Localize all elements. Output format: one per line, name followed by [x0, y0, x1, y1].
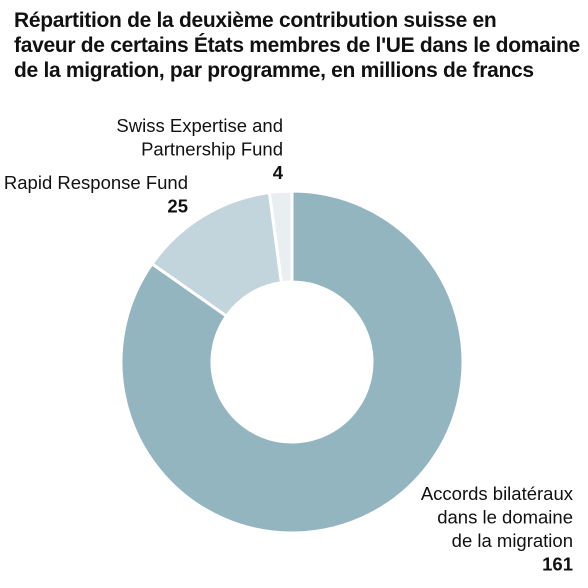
donut-slices — [119, 189, 465, 535]
chart-title-line-1: Répartition de la deuxième contribution … — [14, 9, 497, 32]
donut-slice-2 — [267, 189, 294, 285]
slice-value-2: 4 — [273, 162, 284, 183]
slice-label-group-1: Rapid Response Fund 25 — [4, 172, 188, 217]
slice-label-0-line-1: dans le domaine — [437, 507, 573, 528]
slice-label-1-line-0: Rapid Response Fund — [4, 172, 188, 193]
slice-label-2-line-0: Swiss Expertise and — [116, 115, 283, 136]
slice-label-0-line-0: Accords bilatéraux — [421, 483, 574, 504]
slice-label-2-line-1: Partnership Fund — [141, 139, 283, 160]
donut-slice-0 — [119, 189, 465, 535]
chart-title-line-2: faveur de certains États membres de l'UE… — [14, 34, 580, 57]
chart-title-line-3: de la migration, par programme, en milli… — [14, 59, 534, 82]
slice-value-0: 161 — [542, 554, 573, 575]
chart-title: Répartition de la deuxième contribution … — [14, 8, 580, 83]
slice-label-0-line-2: de la migration — [452, 530, 573, 551]
slice-value-1: 25 — [167, 196, 188, 217]
